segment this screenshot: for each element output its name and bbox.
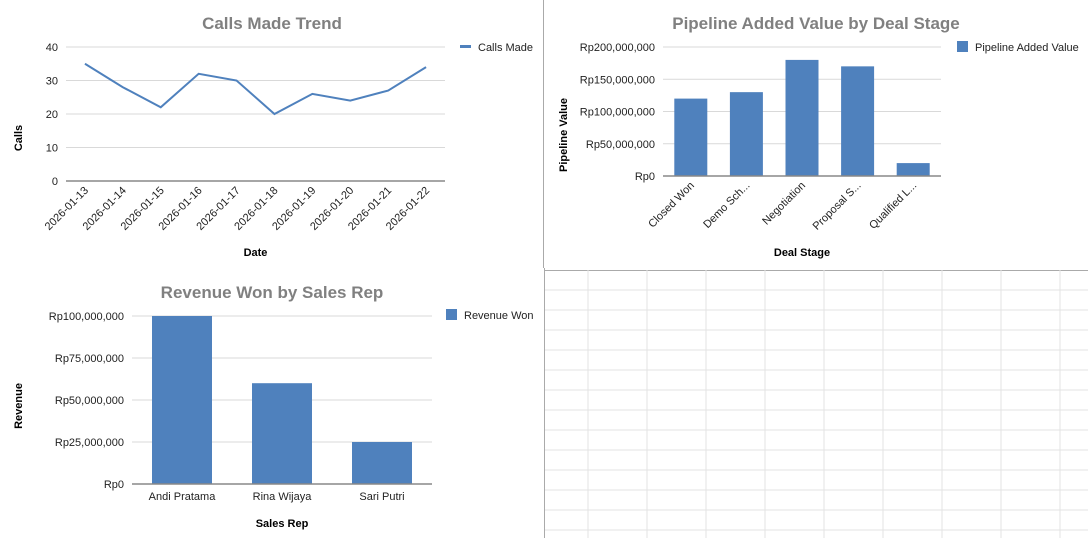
y-tick-label: 40 (46, 42, 58, 54)
x-tick-label: Proposal S... (811, 180, 864, 233)
y-tick-label: Rp50,000,000 (586, 139, 655, 151)
bar (352, 442, 412, 484)
y-tick-label: Rp50,000,000 (55, 395, 124, 407)
legend-label: Pipeline Added Value (975, 42, 1079, 54)
revenue-won-chart[interactable]: Revenue Won by Sales Rep Rp0 Rp25,000,000 R… (0, 268, 545, 538)
bar (896, 163, 930, 176)
calls-made-chart[interactable]: Calls Made Trend 0 10 20 30 40 2026-01-13 2026-… (0, 0, 544, 269)
y-tick-label: Rp100,000,000 (580, 107, 655, 119)
y-tick-label: Rp200,000,000 (580, 42, 655, 54)
x-tick-label: Qualified L... (867, 180, 919, 232)
y-tick-label: Rp100,000,000 (49, 311, 124, 323)
bar (252, 383, 312, 484)
y-tick-label: Rp75,000,000 (55, 353, 124, 365)
series-line (84, 62, 427, 116)
y-axis-label: Calls (13, 125, 25, 151)
pipeline-value-chart[interactable]: Pipeline Added Value by Deal Stage Rp0 Rp5… (543, 0, 1088, 271)
spreadsheet-grid[interactable] (545, 270, 1088, 538)
bar (674, 98, 708, 176)
x-tick-label: Negotiation (760, 180, 808, 228)
chart-title: Pipeline Added Value by Deal Stage (672, 14, 960, 33)
x-tick-label: Sari Putri (359, 491, 404, 503)
x-tick-label: Andi Pratama (149, 491, 217, 503)
x-axis-label: Sales Rep (256, 518, 309, 530)
x-tick-label: Demo Sch... (701, 180, 752, 231)
y-tick-label: 0 (52, 176, 58, 188)
y-axis-label: Revenue (13, 383, 25, 429)
bar (729, 92, 763, 176)
legend-swatch (460, 45, 471, 48)
y-tick-label: 30 (46, 76, 58, 88)
y-tick-label: 20 (46, 109, 58, 121)
bar (785, 59, 819, 176)
chart-title: Calls Made Trend (202, 14, 342, 33)
chart-title: Revenue Won by Sales Rep (161, 283, 384, 302)
legend-swatch (446, 309, 457, 320)
y-tick-label: Rp0 (635, 171, 655, 183)
y-tick-label: Rp150,000,000 (580, 74, 655, 86)
x-tick-label: Closed Won (646, 180, 697, 231)
x-axis-label: Deal Stage (774, 247, 830, 259)
bar (152, 316, 212, 484)
legend-label: Revenue Won (464, 310, 534, 322)
legend-label: Calls Made (478, 42, 533, 54)
legend-swatch (957, 41, 968, 52)
y-axis-label: Pipeline Value (558, 98, 570, 172)
y-tick-label: Rp0 (104, 479, 124, 491)
x-tick-label: Rina Wijaya (253, 491, 313, 503)
y-tick-label: 10 (46, 143, 58, 155)
x-axis-label: Date (244, 247, 268, 259)
y-tick-label: Rp25,000,000 (55, 437, 124, 449)
bar (841, 66, 875, 176)
